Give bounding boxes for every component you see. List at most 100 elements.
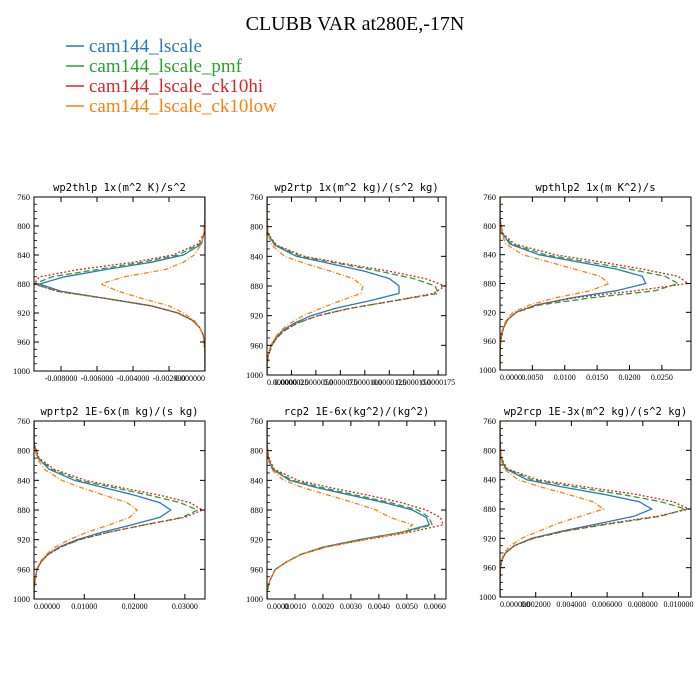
y-tick-label: 960: [17, 337, 30, 347]
x-tick-label: 0.0000100: [348, 378, 382, 387]
panel-3: wpthlp2 1x(m K^2)/s 760 800 840 880 920 960 100…: [479, 182, 692, 382]
x-tick-label: 0.0030: [340, 602, 362, 611]
x-tick-label: 0.002000: [521, 600, 551, 609]
x-tick-label: 0.0250: [651, 373, 673, 382]
legend-entry: cam144_lscale_ck10low: [66, 96, 277, 117]
series-line-cam144_lscale_ck10hi: [34, 197, 205, 371]
series-line-cam144_lscale_ck10hi: [34, 421, 204, 599]
panel-title: wp2rcp 1E-3x(m^2 kg)/(s^2 kg): [504, 406, 687, 418]
y-tick-label: 840: [17, 250, 30, 260]
panel-title: wp2thlp 1x(m^2 K)/s^2: [53, 182, 186, 194]
series-line-cam144_lscale_pmf: [34, 421, 200, 599]
series-line-cam144_lscale_ck10low: [500, 197, 611, 370]
x-tick-label: -0.002000: [153, 374, 186, 383]
legend-label: cam144_lscale_ck10hi: [89, 76, 263, 97]
x-tick-label: 0.0000175: [421, 378, 455, 387]
x-tick-label: 0.0000025: [274, 378, 308, 387]
plot-frame: [33, 420, 206, 600]
y-tick-label: 920: [250, 535, 263, 545]
y-tick-label: 760: [483, 416, 496, 426]
y-tick-label: 1000: [246, 594, 263, 604]
series-group: [34, 197, 205, 371]
y-tick-label: 760: [250, 192, 263, 202]
y-tick-label: 1000: [13, 366, 30, 376]
y-tick-label: 760: [483, 192, 496, 202]
panel-title: wpthlp2 1x(m K^2)/s: [535, 182, 655, 194]
series-line-cam144_lscale: [267, 421, 431, 599]
legend-label: cam144_lscale_ck10low: [89, 96, 277, 117]
y-tick-label: 1000: [246, 370, 263, 380]
panel-1: wp2thlp 1x(m^2 K)/s^2 760 800 840 880 920 960 1…: [13, 182, 206, 383]
y-tick-label: 920: [250, 311, 263, 321]
y-tick-label: 960: [250, 340, 263, 350]
y-tick-label: 920: [17, 308, 30, 318]
y-tick-label: 840: [483, 250, 496, 260]
series-line-cam144_lscale_pmf: [267, 197, 440, 375]
x-tick-label: 0.006000: [592, 600, 622, 609]
y-tick-label: 760: [250, 416, 263, 426]
y-tick-label: 760: [17, 416, 30, 426]
y-tick-label: 840: [250, 251, 263, 261]
x-tick-label: 0.000000: [500, 600, 530, 609]
x-tick-label: 0.000000: [175, 374, 205, 383]
y-tick-label: 960: [483, 336, 496, 346]
y-tick-label: 800: [483, 221, 496, 231]
x-tick-label: 0.0050: [396, 602, 418, 611]
y-tick-label: 920: [17, 535, 30, 545]
series-group: [267, 197, 446, 375]
x-tick-label: 0.0000075: [323, 378, 357, 387]
y-tick-label: 800: [250, 446, 263, 456]
series-line-cam144_lscale_ck10low: [34, 421, 139, 599]
series-group: [34, 421, 204, 599]
x-tick-label: -0.006000: [81, 374, 114, 383]
x-tick-label: 0.01000: [71, 602, 97, 611]
y-tick-label: 800: [17, 221, 30, 231]
y-tick-label: 960: [17, 564, 30, 574]
series-group: [267, 421, 445, 599]
y-tick-label: 800: [250, 222, 263, 232]
panel-5: rcp2 1E-6x(kg^2)/(kg^2) 760 800 840 880 920 96…: [246, 406, 447, 611]
figure-title: CLUBB VAR at280E,-17N: [246, 13, 465, 35]
y-tick-label: 1000: [479, 365, 496, 375]
x-tick-label: -0.008000: [45, 374, 78, 383]
y-tick-label: 840: [250, 475, 263, 485]
x-tick-label: -0.004000: [117, 374, 150, 383]
plot-frame: [266, 196, 447, 376]
series-line-cam144_lscale_ck10hi: [267, 421, 445, 599]
series-line-cam144_lscale_ck10hi: [500, 421, 691, 597]
y-tick-label: 800: [17, 446, 30, 456]
y-tick-label: 840: [17, 475, 30, 485]
x-tick-label: 0.0000125: [372, 378, 406, 387]
series-line-cam144_lscale_pmf: [267, 421, 433, 599]
panel-6: wp2rcp 1E-3x(m^2 kg)/(s^2 kg) 760 800 840 88…: [479, 406, 694, 609]
panel-title: wprtp2 1E-6x(m kg)/(s kg): [40, 406, 198, 418]
series-line-cam144_lscale_ck10hi: [500, 197, 690, 370]
series-line-cam144_lscale: [267, 197, 400, 375]
x-tick-label: 0.0150: [586, 373, 608, 382]
x-tick-label: 0.000000: [267, 378, 297, 387]
series-line-cam144_lscale: [500, 197, 647, 370]
y-tick-label: 960: [250, 564, 263, 574]
panels: wp2thlp 1x(m^2 K)/s^2 760 800 840 880 920 960 1…: [13, 182, 694, 611]
legend-label: cam144_lscale_pmf: [89, 56, 243, 77]
legend-entry: cam144_lscale_pmf: [66, 56, 243, 77]
series-line-cam144_lscale_pmf: [500, 197, 680, 370]
x-tick-label: 0.0000: [500, 373, 522, 382]
y-tick-label: 920: [483, 533, 496, 543]
y-tick-label: 760: [17, 192, 30, 202]
x-tick-label: 0.03000: [172, 602, 198, 611]
y-tick-label: 1000: [13, 594, 30, 604]
series-line-cam144_lscale_ck10low: [500, 421, 605, 597]
series-group: [500, 421, 691, 597]
x-tick-label: 0.004000: [556, 600, 586, 609]
plot-frame: [499, 420, 692, 598]
series-line-cam144_lscale: [34, 421, 172, 599]
x-tick-label: 0.02000: [122, 602, 148, 611]
series-line-cam144_lscale_pmf: [500, 421, 688, 597]
y-tick-label: 880: [483, 279, 496, 289]
y-tick-label: 880: [250, 505, 263, 515]
panel-2: wp2rtp 1x(m^2 kg)/(s^2 kg) 760 800 840 880 92…: [246, 182, 455, 387]
x-tick-label: 0.0040: [368, 602, 390, 611]
series-line-cam144_lscale: [37, 197, 205, 371]
series-line-cam144_lscale: [500, 421, 654, 597]
